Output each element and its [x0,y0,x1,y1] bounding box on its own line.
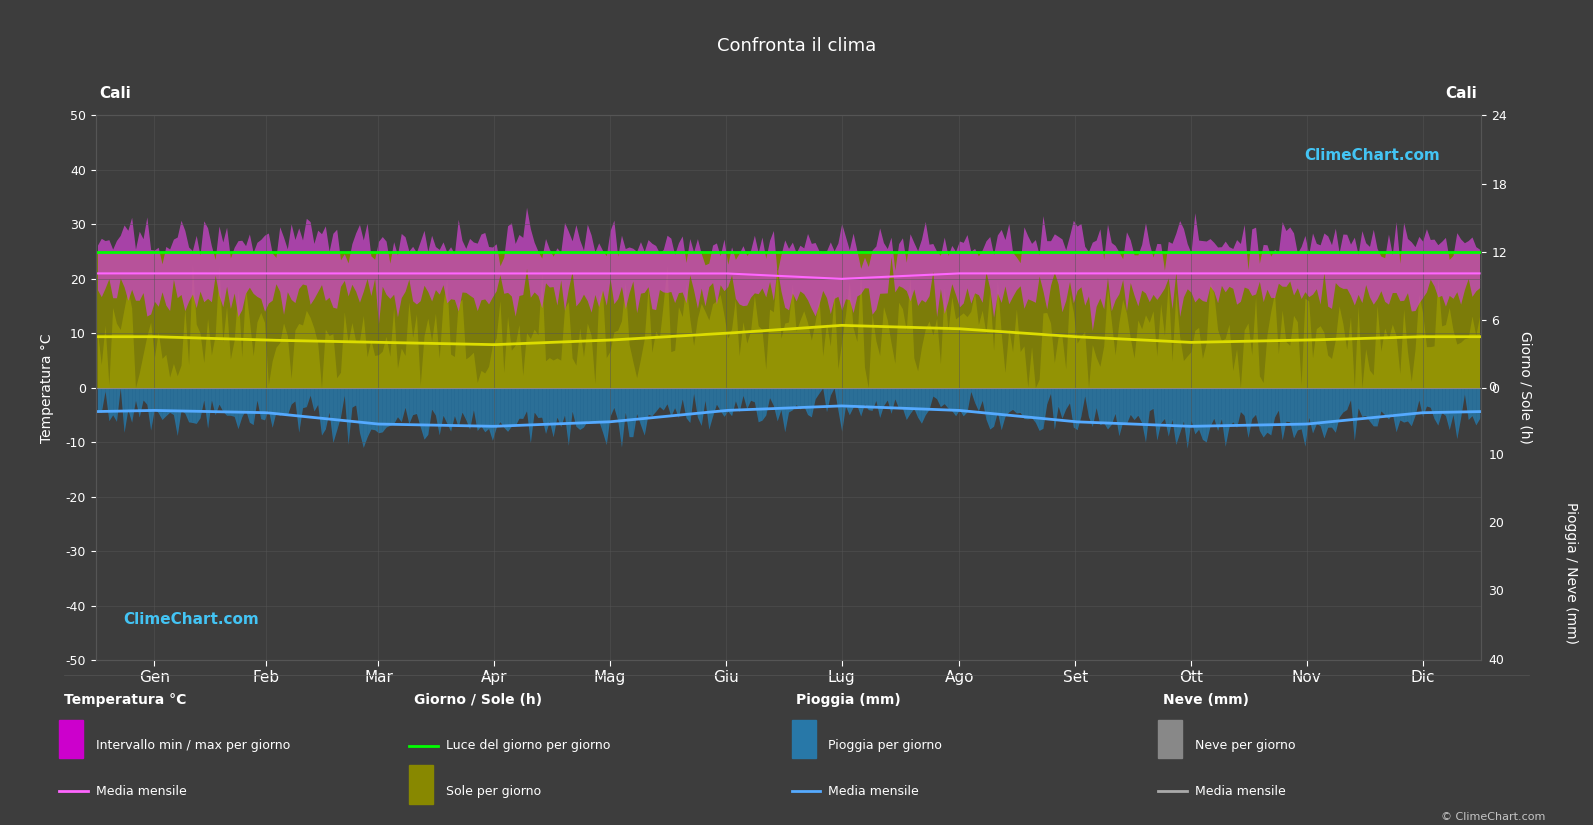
Text: Cali: Cali [1445,86,1477,101]
Y-axis label: Giorno / Sole (h): Giorno / Sole (h) [1518,332,1532,444]
Y-axis label: Temperatura °C: Temperatura °C [40,333,54,442]
Text: Media mensile: Media mensile [1195,785,1286,798]
Text: ClimeChart.com: ClimeChart.com [1305,148,1440,163]
Text: Neve (mm): Neve (mm) [1163,693,1249,707]
Text: Pioggia per giorno: Pioggia per giorno [828,739,941,752]
Text: Intervallo min / max per giorno: Intervallo min / max per giorno [96,739,290,752]
FancyBboxPatch shape [1158,719,1182,758]
Text: © ClimeChart.com: © ClimeChart.com [1440,812,1545,822]
Text: ClimeChart.com: ClimeChart.com [123,612,260,627]
Text: Media mensile: Media mensile [96,785,186,798]
Text: Luce del giorno per giorno: Luce del giorno per giorno [446,739,610,752]
Text: 30: 30 [1488,586,1504,598]
FancyBboxPatch shape [409,766,433,804]
Text: 20: 20 [1488,517,1504,530]
Text: Pioggia / Neve (mm): Pioggia / Neve (mm) [1564,502,1577,644]
Text: Media mensile: Media mensile [828,785,919,798]
Text: Pioggia (mm): Pioggia (mm) [796,693,902,707]
Text: Cali: Cali [100,86,132,101]
Text: 10: 10 [1488,450,1504,462]
FancyBboxPatch shape [792,719,816,758]
Text: Temperatura °C: Temperatura °C [64,693,186,707]
Text: 0: 0 [1488,381,1496,394]
Text: Neve per giorno: Neve per giorno [1195,739,1295,752]
Text: 40: 40 [1488,653,1504,667]
FancyBboxPatch shape [59,719,83,758]
Text: Sole per giorno: Sole per giorno [446,785,542,798]
Text: Giorno / Sole (h): Giorno / Sole (h) [414,693,542,707]
Text: Confronta il clima: Confronta il clima [717,37,876,55]
